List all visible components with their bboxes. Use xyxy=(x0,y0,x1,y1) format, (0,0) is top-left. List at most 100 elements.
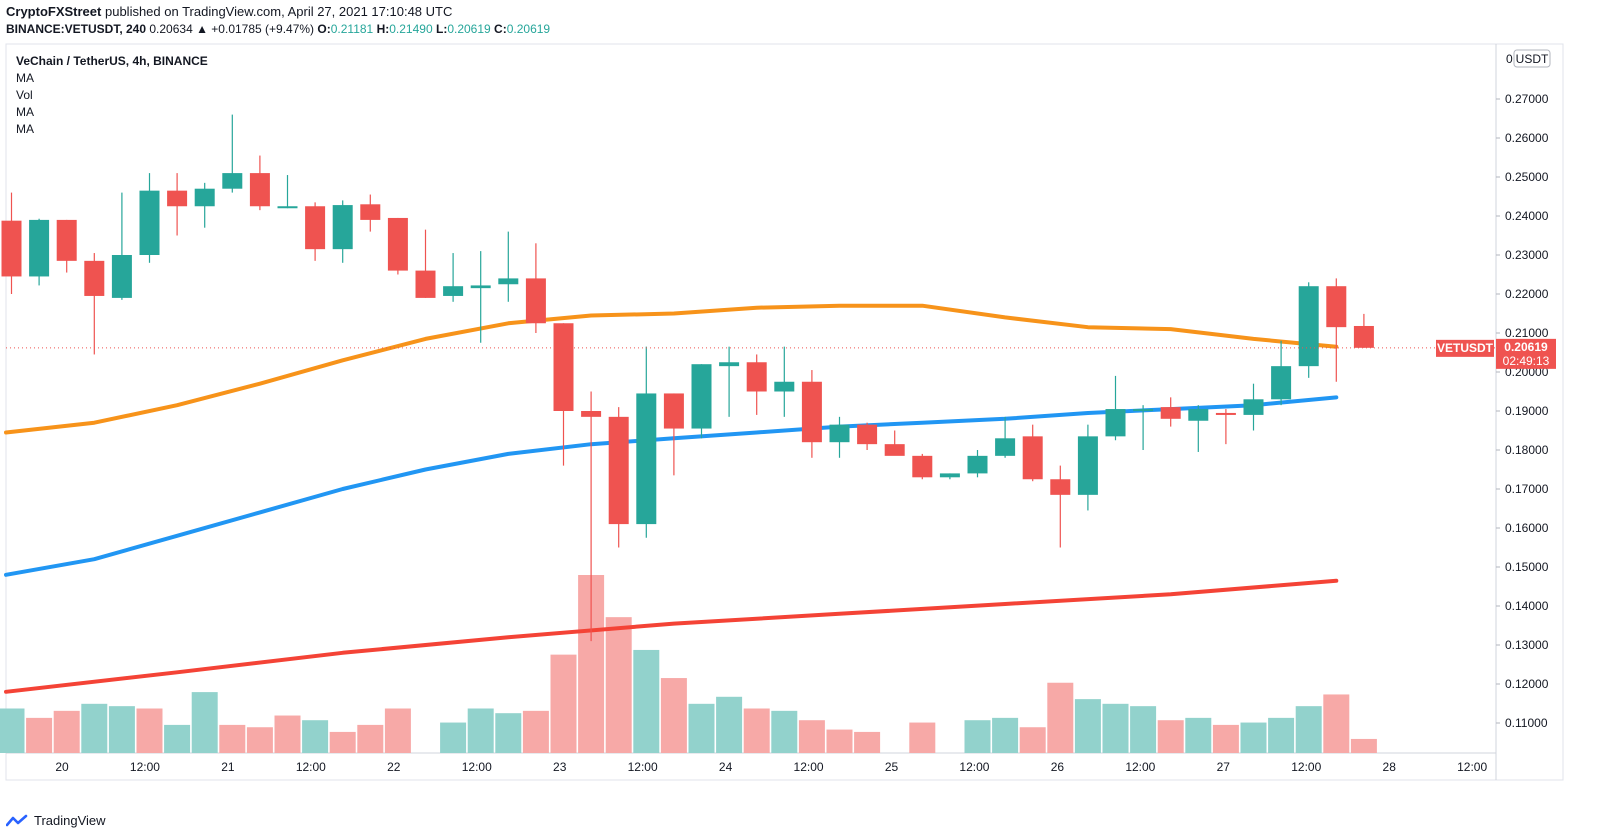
candle-body xyxy=(111,255,132,298)
candle-body xyxy=(249,173,270,207)
y-tick-label: 0.25000 xyxy=(1505,170,1549,184)
volume-bar xyxy=(688,703,715,753)
y-tick-label: 0.23000 xyxy=(1505,248,1549,262)
y-tick-label: 0.18000 xyxy=(1505,443,1549,457)
volume-bar xyxy=(716,696,743,753)
volume-bar xyxy=(219,724,246,753)
candle-body xyxy=(1160,407,1181,419)
y-tick-label: 0.13000 xyxy=(1505,638,1549,652)
x-tick-label: 12:00 xyxy=(628,760,658,774)
candle-body xyxy=(470,285,491,289)
x-tick-label: 12:00 xyxy=(959,760,989,774)
candle-body xyxy=(305,206,326,250)
last-price-text: 0.20619 xyxy=(1504,340,1548,354)
legend-indicator-ma-1[interactable]: MA xyxy=(16,71,34,85)
volume-bar xyxy=(0,708,25,753)
y-tick-label: 0.19000 xyxy=(1505,404,1549,418)
candle-body xyxy=(801,381,822,443)
volume-bar xyxy=(1102,703,1129,753)
candle-body xyxy=(139,190,160,255)
volume-bar xyxy=(191,692,218,753)
legend-indicator-ma-2[interactable]: MA xyxy=(16,105,34,119)
close-value: 0.20619 xyxy=(506,22,551,36)
volume-bar xyxy=(1047,682,1074,753)
candle-body xyxy=(56,219,77,261)
x-tick-label: 22 xyxy=(387,760,401,774)
y-tick-label: 0.12000 xyxy=(1505,677,1549,691)
volume-bar xyxy=(992,717,1019,753)
candle-body xyxy=(1,220,22,277)
y-tick-label: 0.16000 xyxy=(1505,521,1549,535)
tradingview-logo-icon xyxy=(6,814,28,826)
volume-bar xyxy=(467,708,494,753)
x-tick-label: 12:00 xyxy=(1125,760,1155,774)
currency-box xyxy=(1513,49,1551,68)
x-tick-label: 23 xyxy=(553,760,567,774)
candle-body xyxy=(1050,479,1071,495)
currency-label: USDT xyxy=(1516,52,1549,66)
volume-bar xyxy=(1019,727,1046,753)
volume-bar xyxy=(798,720,825,753)
candle-body xyxy=(581,411,602,417)
candle-body xyxy=(746,362,767,392)
x-tick-label: 21 xyxy=(221,760,235,774)
x-tick-label: 24 xyxy=(719,760,733,774)
legend-symbol[interactable]: VeChain / TetherUS, 4h, BINANCE xyxy=(16,54,208,68)
candle-body xyxy=(443,286,464,296)
legend-indicator-ma-3[interactable]: MA xyxy=(16,122,34,136)
x-tick-label: 25 xyxy=(885,760,899,774)
ma-red-line xyxy=(4,578,1339,694)
volume-bar xyxy=(633,649,660,753)
low-label: L: xyxy=(435,22,448,36)
candle-body xyxy=(967,455,988,474)
low-value: 0.20619 xyxy=(447,22,491,36)
x-tick-label: 27 xyxy=(1217,760,1231,774)
footer-brand-label: TradingView xyxy=(34,813,106,828)
y-tick-label: 0.21000 xyxy=(1505,326,1549,340)
candle-body xyxy=(636,393,657,525)
volume-bar xyxy=(1240,722,1267,753)
candle-body xyxy=(1188,409,1209,421)
volume-bar xyxy=(964,720,991,753)
candle-body xyxy=(222,173,243,189)
published-text: published on TradingView.com, April 27, … xyxy=(104,4,453,19)
candle-body xyxy=(1022,436,1043,480)
ma-orange-line xyxy=(4,303,1339,435)
publisher-name[interactable]: CryptoFXStreet xyxy=(6,4,102,19)
chart-legend: VeChain / TetherUS, 4h, BINANCE MA Vol M… xyxy=(16,53,208,138)
candle-body xyxy=(1326,286,1347,328)
x-tick-label: 20 xyxy=(55,760,69,774)
candle-body xyxy=(332,205,353,250)
candle-body xyxy=(857,424,878,445)
x-tick-label: 12:00 xyxy=(296,760,326,774)
symbol-info-line: BINANCE:VETUSDT, 240 0.20634 ▲ +0.01785 … xyxy=(6,22,550,36)
open-label: O: xyxy=(317,22,331,36)
y-tick-label: 0.14000 xyxy=(1505,599,1549,613)
y-tick-label: 0.27000 xyxy=(1505,92,1549,106)
x-tick-label: 12:00 xyxy=(130,760,160,774)
volume-bar xyxy=(495,713,522,753)
symbol-id: BINANCE:VETUSDT, 240 xyxy=(6,22,147,36)
volume-bar xyxy=(53,710,80,753)
legend-indicator-vol[interactable]: Vol xyxy=(16,88,33,102)
candle-body xyxy=(1353,325,1374,348)
x-tick-label: 12:00 xyxy=(1457,760,1487,774)
volume-bar xyxy=(1350,738,1377,753)
candle-body xyxy=(1077,436,1098,495)
volume-bar xyxy=(909,722,936,753)
volume-bar xyxy=(384,708,411,753)
footer-brand[interactable]: TradingView xyxy=(6,813,106,828)
countdown-text: 02:49:13 xyxy=(1503,354,1550,368)
volume-bar xyxy=(302,720,329,753)
volume-bar xyxy=(26,717,53,753)
volume-bar xyxy=(1323,694,1350,753)
last-symbol-text: VETUSDT xyxy=(1437,341,1494,355)
volume-bar xyxy=(108,706,135,753)
candle-body xyxy=(277,206,298,209)
candle-body xyxy=(84,260,105,296)
y-tick-label: 0.17000 xyxy=(1505,482,1549,496)
y-tick-label: 0.24000 xyxy=(1505,209,1549,223)
y-tick-label: 0.26000 xyxy=(1505,131,1549,145)
close-label: C: xyxy=(494,22,507,36)
